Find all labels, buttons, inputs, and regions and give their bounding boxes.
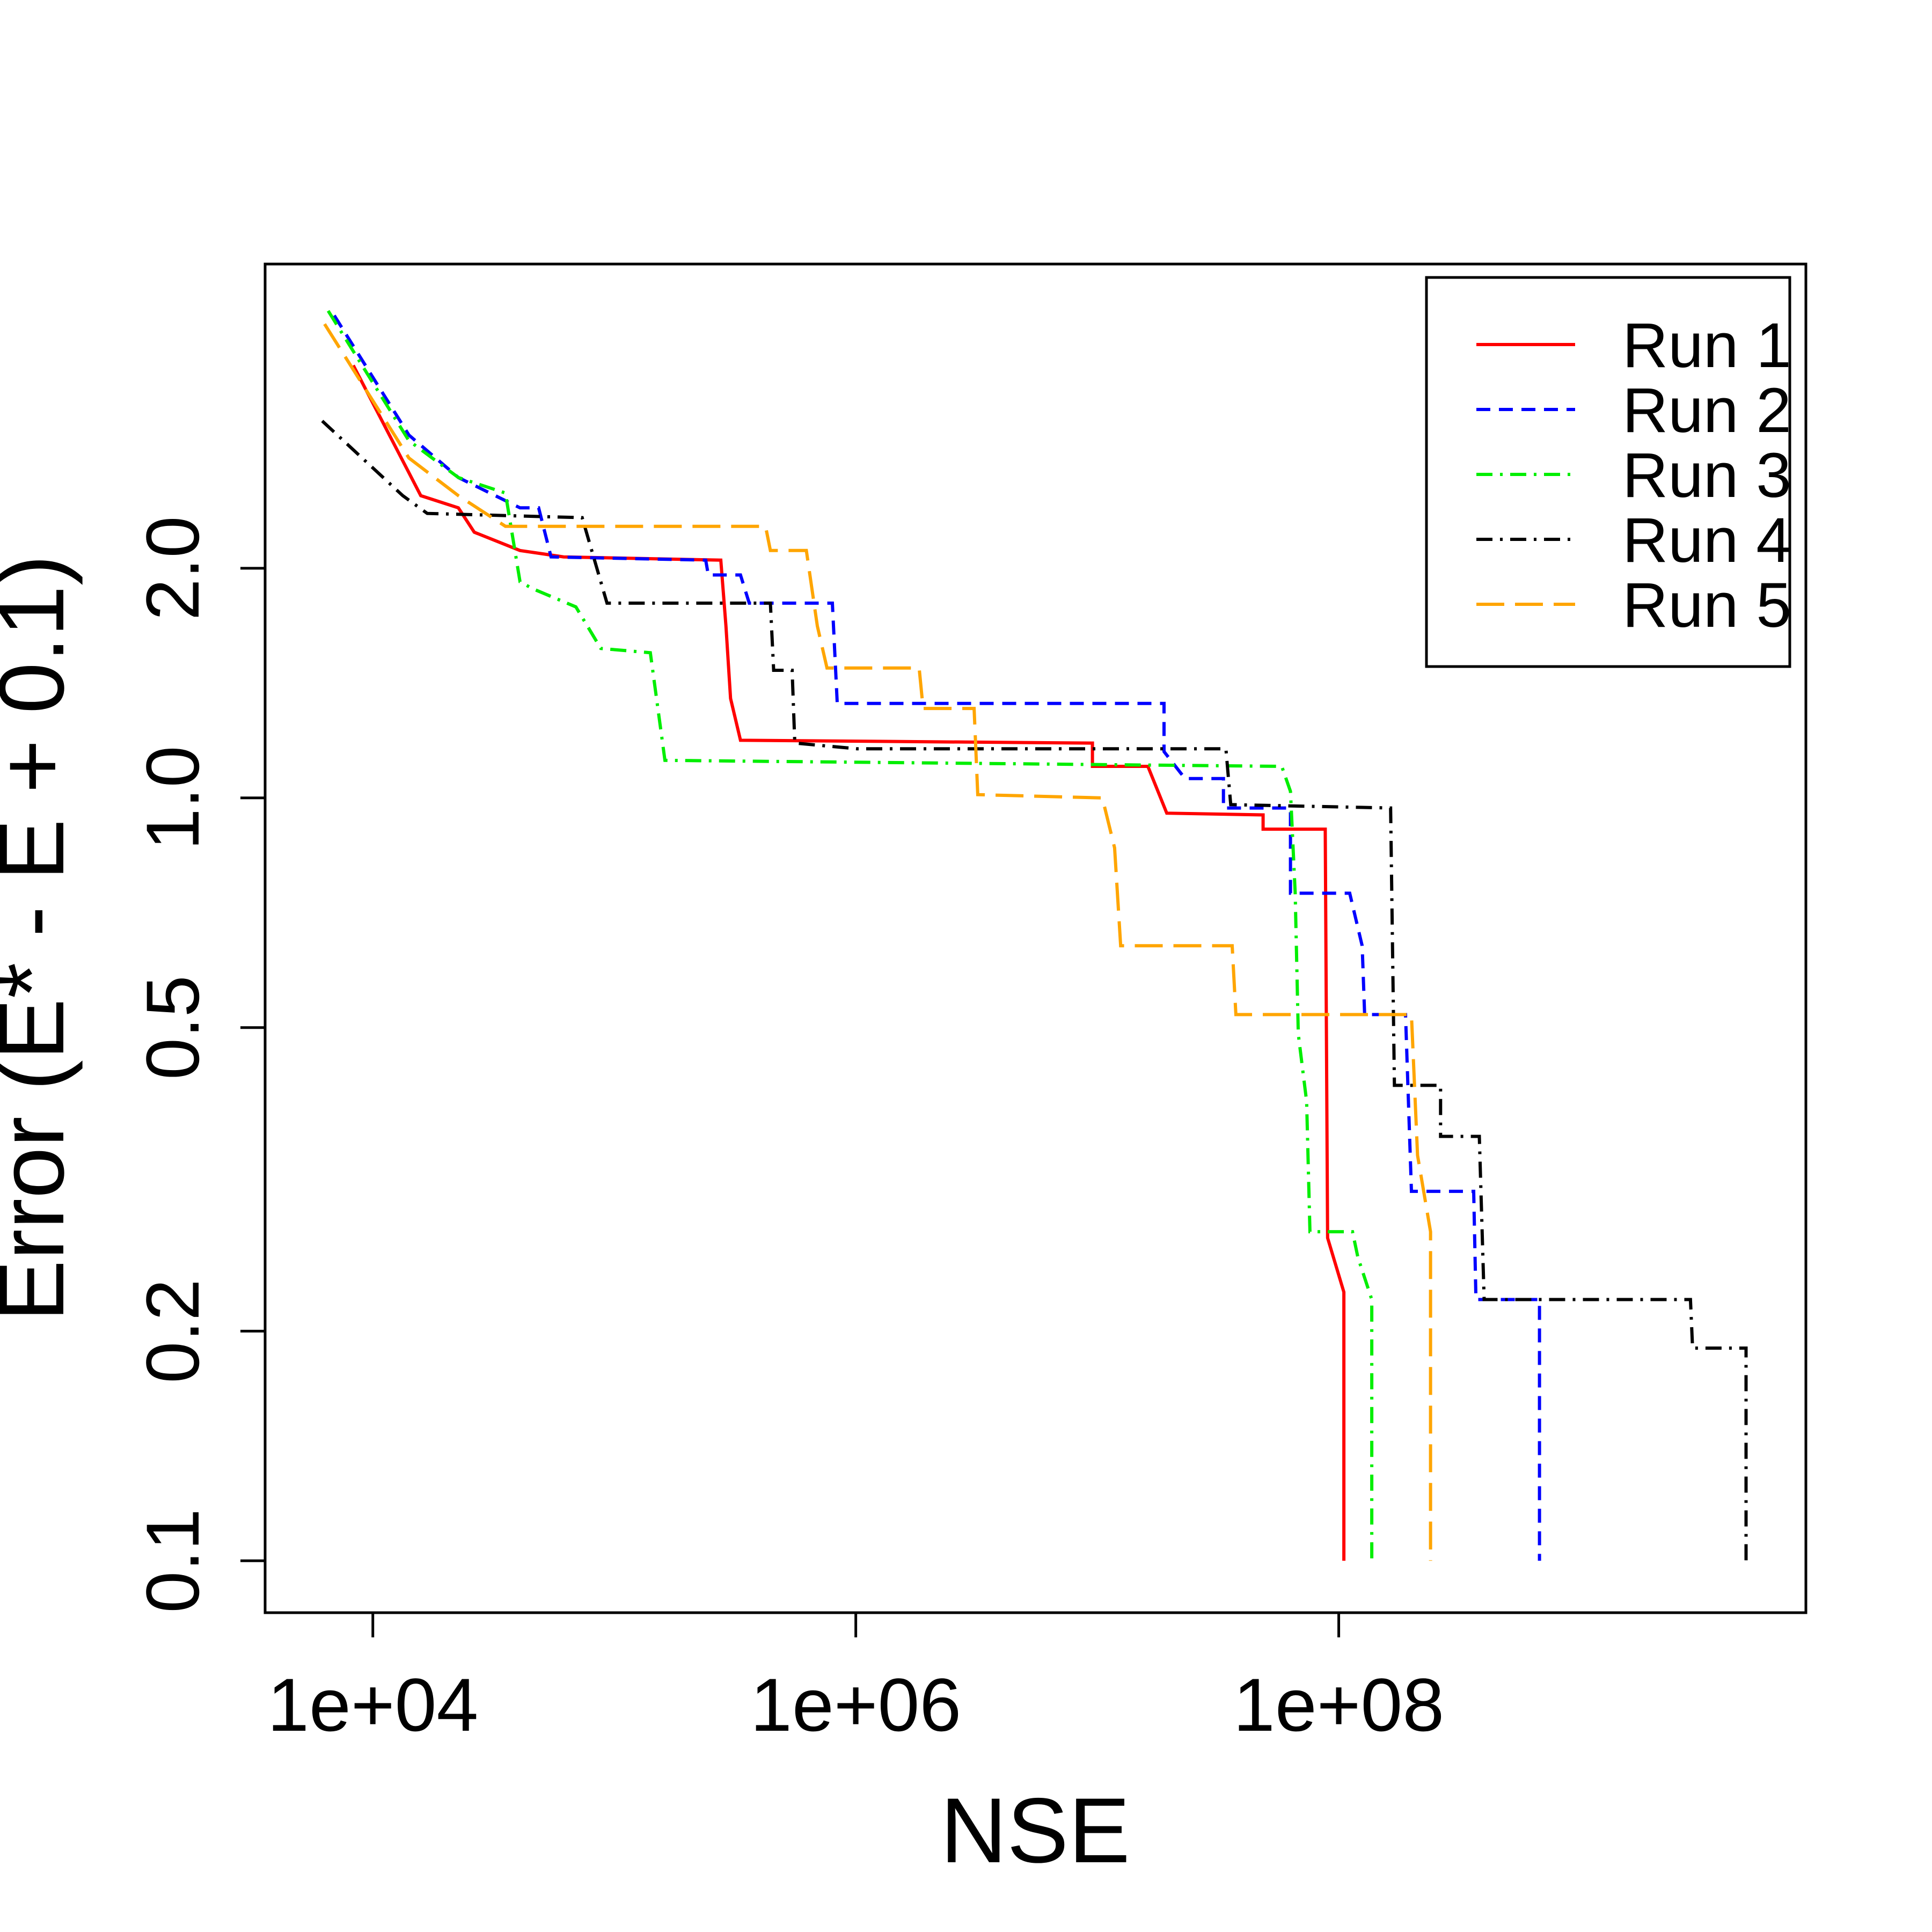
x-axis-label: NSE xyxy=(940,1779,1130,1882)
legend-box xyxy=(1425,276,1791,668)
series-line xyxy=(323,323,1432,1561)
legend-label: Run 4 xyxy=(1622,505,1791,576)
legend-label: Run 1 xyxy=(1622,310,1791,381)
series-line xyxy=(321,420,1748,1561)
y-tick-label: 0.5 xyxy=(130,975,215,1080)
x-tick-label: 1e+08 xyxy=(1233,1663,1444,1747)
y-axis-label: Error (E* - E + 0.1) xyxy=(0,555,83,1322)
series-line xyxy=(326,310,1374,1561)
x-tick-label: 1e+04 xyxy=(267,1663,478,1747)
legend-label: Run 5 xyxy=(1622,570,1791,641)
legend-label: Run 3 xyxy=(1622,440,1791,511)
series-line xyxy=(333,314,1541,1561)
y-tick-label: 1.0 xyxy=(130,745,215,850)
y-tick-label: 0.1 xyxy=(130,1509,215,1613)
series-line xyxy=(352,364,1346,1561)
x-tick-label: 1e+06 xyxy=(750,1663,961,1747)
y-tick-label: 0.2 xyxy=(130,1279,215,1384)
y-tick-label: 2.0 xyxy=(130,516,215,621)
legend-label: Run 2 xyxy=(1622,375,1791,446)
